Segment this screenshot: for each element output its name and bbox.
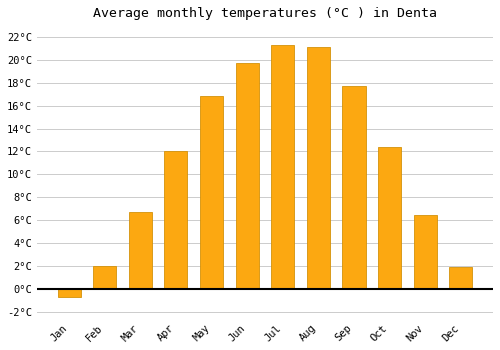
Bar (449, 267, 472, 289)
Bar (236, 63, 258, 289)
Bar (128, 212, 152, 289)
Bar (307, 47, 330, 289)
Bar (200, 96, 223, 289)
Bar (342, 86, 365, 289)
Title: Average monthly temperatures (°C ) in Denta: Average monthly temperatures (°C ) in De… (93, 7, 437, 20)
Bar (58, 289, 80, 297)
Bar (93, 266, 116, 289)
Bar (414, 215, 436, 289)
Bar (164, 152, 188, 289)
Bar (271, 45, 294, 289)
Bar (378, 147, 401, 289)
